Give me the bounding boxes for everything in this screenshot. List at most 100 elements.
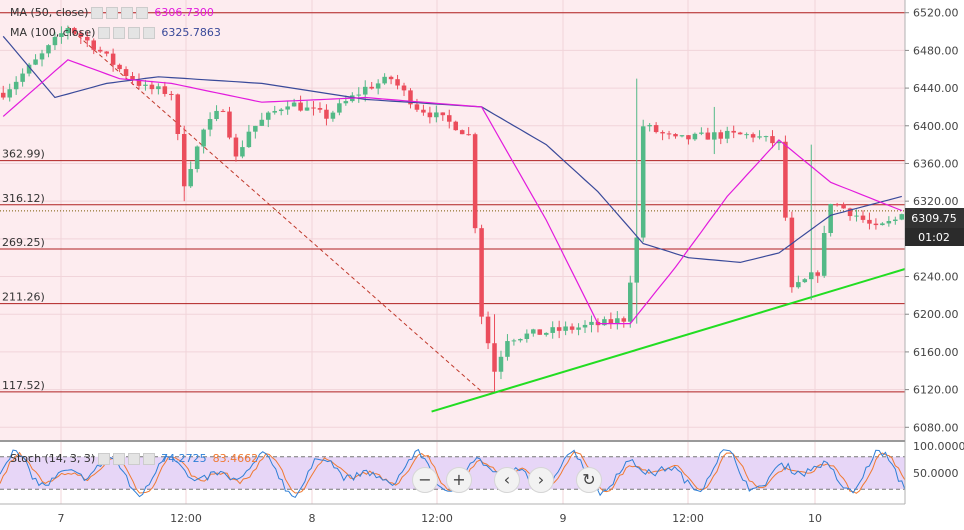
candle-body	[304, 107, 310, 111]
settings-icon[interactable]	[106, 6, 119, 19]
candle-body	[130, 75, 135, 81]
price-axis-tick-label: 6400.00	[913, 120, 959, 133]
candle-body	[550, 327, 555, 333]
price-axis-tick-label: 6240.00	[913, 271, 959, 284]
candle-body	[796, 282, 801, 288]
candle-body	[253, 125, 258, 132]
candle-body	[0, 92, 6, 98]
candle-body	[291, 102, 297, 107]
candle-body	[220, 110, 226, 112]
candle-body	[763, 136, 769, 138]
candle-body	[65, 28, 71, 34]
time-axis-tick-label: 7	[58, 512, 65, 525]
ma100-value: 6325.7863	[161, 26, 221, 39]
candle-body	[227, 111, 232, 138]
candle-body	[776, 141, 782, 144]
time-axis[interactable]: 7 12:00 8 12:00 9 12:00 10	[58, 512, 823, 525]
candle-body	[214, 110, 219, 120]
candle-body	[518, 338, 523, 341]
candle-body	[647, 125, 652, 127]
close-icon[interactable]	[136, 6, 149, 19]
time-axis-tick-label: 12:00	[170, 512, 202, 525]
add-icon[interactable]	[121, 6, 134, 19]
stoch-d-value: 83.4662	[212, 452, 259, 465]
eye-icon[interactable]	[98, 452, 111, 465]
candle-body	[485, 316, 491, 344]
candle-body	[466, 134, 471, 136]
horizontal-level-label: 269.25)	[2, 236, 45, 249]
countdown-bg	[905, 228, 964, 246]
candle-body	[757, 136, 762, 138]
candle-body	[569, 326, 575, 330]
candle-body	[686, 135, 691, 140]
candle-body	[298, 102, 303, 111]
candle-body	[815, 272, 820, 276]
candle-body	[52, 36, 58, 46]
candle-body	[285, 106, 290, 110]
add-icon[interactable]	[128, 452, 141, 465]
candle-body	[91, 40, 96, 50]
time-axis-tick-label: 9	[560, 512, 567, 525]
candle-body	[33, 59, 38, 65]
candle-body	[136, 80, 142, 86]
price-badge: 6309.75 01:02	[905, 208, 964, 246]
candle-body	[563, 326, 568, 331]
legend-ma100[interactable]: MA (100, close) 6325.7863	[10, 26, 221, 39]
horizontal-level-label: 117.52)	[2, 379, 45, 392]
candle-body	[408, 90, 413, 105]
candle-body	[789, 217, 795, 288]
candle-body	[744, 134, 749, 136]
price-axis-tick-label: 6520.00	[913, 7, 959, 20]
price-badge-bg	[905, 208, 964, 228]
scroll-left-icon[interactable]: ‹	[494, 467, 520, 493]
countdown-value: 01:02	[918, 231, 950, 244]
candle-body	[556, 327, 562, 331]
candle-body	[369, 86, 374, 89]
candle-body	[880, 223, 885, 226]
eye-icon[interactable]	[91, 6, 104, 19]
candle-body	[201, 129, 206, 147]
candle-body	[72, 28, 77, 34]
candle-body	[841, 204, 846, 209]
candle-body	[375, 83, 381, 89]
settings-icon[interactable]	[113, 26, 126, 39]
legend-stoch[interactable]: Stoch (14, 3, 3) 74.2725 83.4662	[10, 452, 258, 465]
close-icon[interactable]	[143, 452, 156, 465]
legend-ma50[interactable]: MA (50, close) 6306.7300	[10, 6, 214, 19]
price-axis-tick-label: 6080.00	[913, 421, 959, 434]
horizontal-level-label: 211.26)	[2, 291, 45, 304]
candle-body	[20, 73, 25, 82]
candle-body	[628, 282, 633, 322]
price-axis-tick-label: 6360.00	[913, 157, 959, 170]
settings-icon[interactable]	[113, 452, 126, 465]
candle-body	[821, 233, 827, 276]
candle-body	[537, 329, 543, 335]
candle-body	[673, 134, 678, 137]
ascending-trendline	[431, 268, 906, 413]
zoom-out-icon[interactable]: −	[412, 467, 438, 493]
close-icon[interactable]	[143, 26, 156, 39]
horizontal-level-label: 362.99)	[2, 148, 45, 161]
candle-body	[46, 45, 51, 54]
eye-icon[interactable]	[98, 26, 111, 39]
ma50-label: MA (50, close)	[10, 6, 89, 19]
candle-body	[731, 130, 736, 133]
candle-body	[524, 333, 530, 339]
candle-body	[85, 36, 90, 41]
candle-body	[589, 321, 594, 325]
scroll-right-icon[interactable]: ›	[528, 467, 554, 493]
horizontal-levels: 362.99) 316.12) 269.25) 211.26) 117.52)	[0, 12, 905, 393]
add-icon[interactable]	[128, 26, 141, 39]
candle-body	[459, 130, 465, 135]
candle-body	[543, 332, 549, 335]
ma50-value: 6306.7300	[154, 6, 214, 19]
candle-body	[324, 109, 329, 119]
candle-body	[576, 327, 581, 330]
reset-chart-icon[interactable]: ↻	[576, 467, 602, 493]
candle-body	[699, 132, 704, 134]
zoom-in-icon[interactable]: +	[446, 467, 472, 493]
time-axis-tick-label: 12:00	[421, 512, 453, 525]
candle-body	[453, 121, 458, 131]
candle-body	[188, 169, 193, 187]
